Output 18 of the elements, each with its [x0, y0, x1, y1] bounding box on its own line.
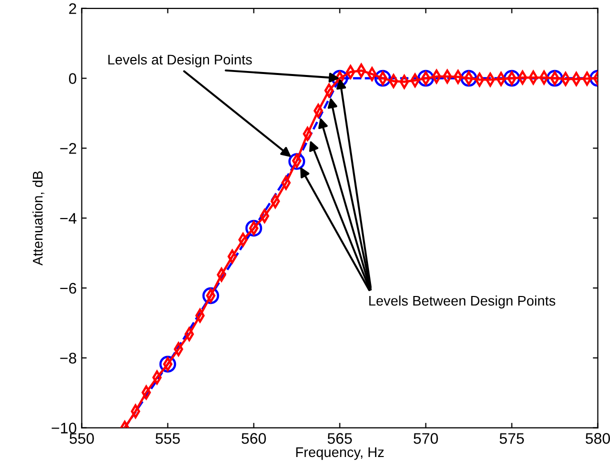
y-tick-label: −8: [60, 352, 76, 364]
annotation: Levels Between Design Points: [369, 295, 556, 308]
x-tick-label: 565: [328, 433, 352, 444]
x-axis-title: Frequency, Hz: [296, 447, 384, 460]
y-tick-label: −4: [60, 213, 76, 224]
y-tick-label: −2: [60, 143, 76, 154]
y-tick-label: −10: [52, 422, 76, 434]
y-tick-label: −6: [60, 282, 76, 294]
x-tick-label: 575: [500, 433, 524, 444]
x-tick-label: 580: [586, 433, 610, 444]
y-tick-label: 2: [69, 3, 76, 14]
x-tick-label: 555: [156, 433, 180, 444]
y-tick-label: 0: [68, 73, 76, 84]
x-tick-label: 570: [414, 433, 438, 444]
y-axis-title: Attenuation, dB: [32, 171, 44, 266]
annotation: Levels at Design Points: [108, 54, 252, 68]
x-tick-label: 560: [242, 433, 266, 444]
x-tick-label: 550: [70, 433, 94, 444]
